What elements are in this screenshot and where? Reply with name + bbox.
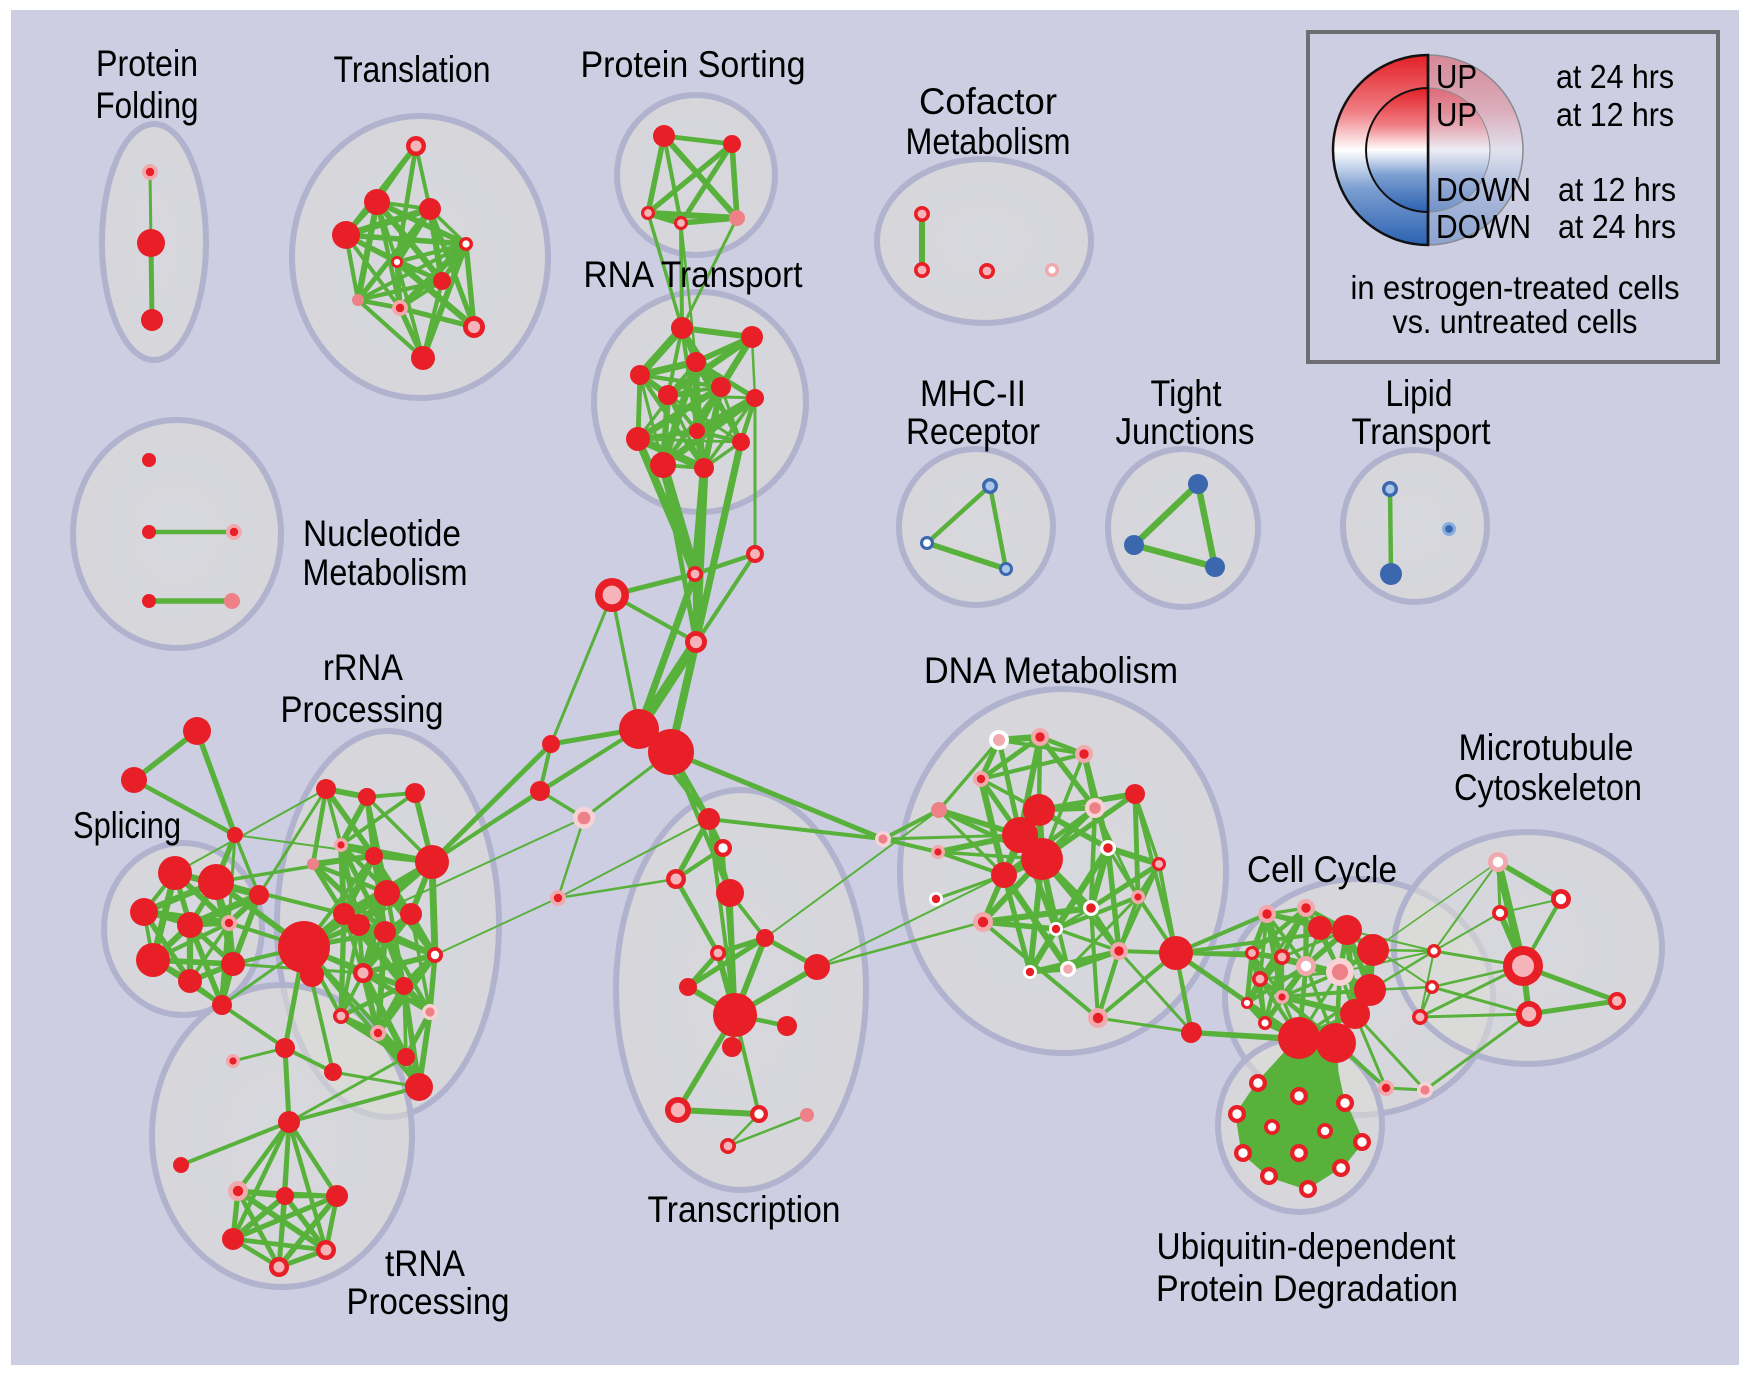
svg-text:Lipid: Lipid — [1386, 373, 1453, 414]
svg-text:Metabolism: Metabolism — [906, 121, 1071, 162]
svg-text:at 12 hrs: at 12 hrs — [1556, 96, 1674, 133]
svg-text:DNA Metabolism: DNA Metabolism — [924, 650, 1178, 691]
svg-text:Protein Degradation: Protein Degradation — [1156, 1268, 1458, 1309]
svg-text:Transport: Transport — [1352, 411, 1492, 452]
svg-text:at 24 hrs: at 24 hrs — [1556, 58, 1674, 95]
svg-text:UP: UP — [1436, 58, 1477, 95]
svg-text:Transcription: Transcription — [648, 1189, 841, 1230]
svg-text:rRNA: rRNA — [323, 647, 403, 688]
svg-text:at 24 hrs: at 24 hrs — [1558, 208, 1676, 245]
svg-text:Splicing: Splicing — [73, 805, 181, 846]
svg-text:UP: UP — [1436, 96, 1477, 133]
svg-text:Protein Sorting: Protein Sorting — [581, 44, 806, 85]
svg-text:at 12 hrs: at 12 hrs — [1558, 171, 1676, 208]
svg-text:Protein: Protein — [96, 43, 198, 84]
svg-text:Metabolism: Metabolism — [303, 552, 468, 593]
svg-text:DOWN: DOWN — [1436, 208, 1531, 245]
svg-text:Junctions: Junctions — [1116, 411, 1255, 452]
svg-text:DOWN: DOWN — [1436, 171, 1531, 208]
svg-text:tRNA: tRNA — [385, 1243, 465, 1284]
svg-text:Microtubule: Microtubule — [1459, 727, 1634, 768]
svg-text:MHC-II: MHC-II — [920, 373, 1026, 414]
svg-text:Ubiquitin-dependent: Ubiquitin-dependent — [1157, 1226, 1457, 1267]
svg-text:Processing: Processing — [347, 1281, 510, 1322]
svg-text:Receptor: Receptor — [906, 411, 1040, 452]
svg-text:Cell Cycle: Cell Cycle — [1247, 849, 1397, 890]
svg-text:in estrogen-treated cells: in estrogen-treated cells — [1351, 269, 1680, 306]
svg-text:RNA Transport: RNA Transport — [584, 254, 804, 295]
svg-text:vs. untreated cells: vs. untreated cells — [1393, 303, 1638, 340]
svg-text:Cofactor: Cofactor — [919, 81, 1057, 122]
svg-text:Nucleotide: Nucleotide — [303, 513, 461, 554]
svg-text:Processing: Processing — [281, 689, 444, 730]
svg-text:Folding: Folding — [96, 85, 199, 126]
svg-text:Tight: Tight — [1151, 373, 1223, 414]
svg-text:Translation: Translation — [334, 49, 491, 90]
svg-text:Cytoskeleton: Cytoskeleton — [1454, 767, 1642, 808]
